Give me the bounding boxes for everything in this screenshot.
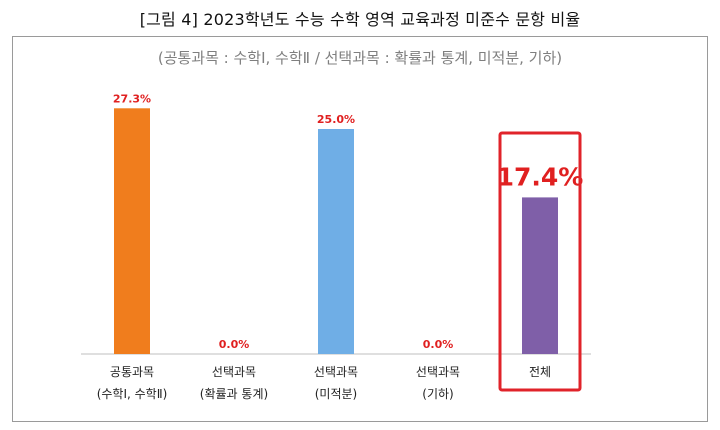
chart-marks: 27.3% 공통과목 (수학Ⅰ, 수학Ⅱ) 0.0% 선택과목 (확률과 통계) 25.0%… [81,92,591,401]
data-label-4: 17.4% [497,162,584,191]
bar-0 [114,108,150,354]
bar-4 [522,197,558,354]
highlight-box [498,131,582,392]
category-label-3-1: (기하) [422,387,453,401]
data-label-3: 0.0% [423,338,454,351]
bar-2 [318,129,354,354]
category-label-1-1: (확률과 통계) [200,387,268,401]
data-label-1: 0.0% [219,338,250,351]
figure-title: [그림 4] 2023학년도 수능 수학 영역 교육과정 미준수 문항 비율 [139,10,581,29]
chart-subtitle: (공통과목 : 수학Ⅰ, 수학Ⅱ / 선택과목 : 확률과 통계, 미적분, 기… [158,49,562,67]
category-label-0-1: (수학Ⅰ, 수학Ⅱ) [97,387,168,401]
bar-chart: (공통과목 : 수학Ⅰ, 수학Ⅱ / 선택과목 : 확률과 통계, 미적분, 기… [81,49,591,401]
category-label-2-1: (미적분) [315,387,357,401]
category-label-3-0: 선택과목 [416,365,460,379]
category-label-4-0: 전체 [529,365,551,379]
data-label-2: 25.0% [317,113,355,126]
chart-frame: (공통과목 : 수학Ⅰ, 수학Ⅱ / 선택과목 : 확률과 통계, 미적분, 기… [12,36,708,422]
category-label-0-0: 공통과목 [110,365,154,379]
category-label-2-0: 선택과목 [314,365,358,379]
category-label-1-0: 선택과목 [212,365,256,379]
data-label-0: 27.3% [113,92,151,105]
